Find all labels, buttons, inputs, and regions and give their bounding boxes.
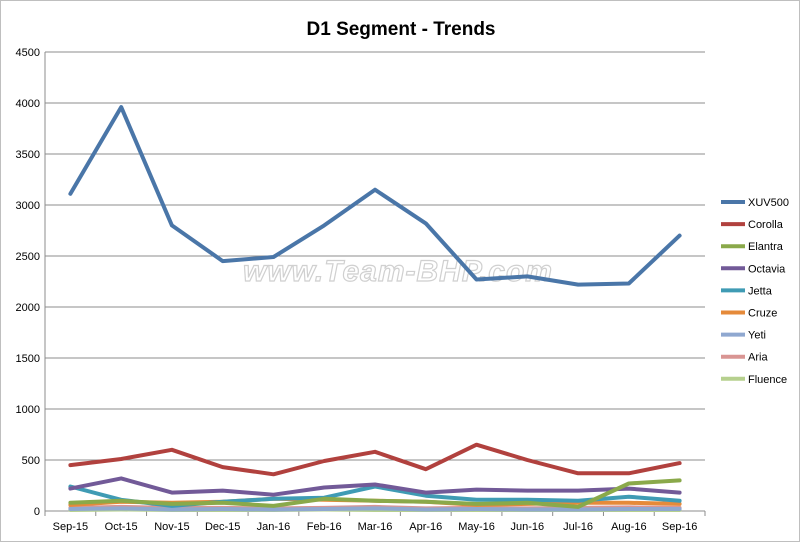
legend-label-elantra: Elantra (748, 241, 784, 253)
legend: XUV500 Corolla Elantra Octavia Jetta Cruze Yet… (721, 197, 789, 386)
y-tick-label-6: 3000 (16, 200, 40, 212)
legend-label-xuv500: XUV500 (748, 197, 789, 209)
x-tick-label-1: Oct-15 (105, 521, 138, 533)
series-line-yeti (68, 506, 682, 512)
y-tick-label-1: 500 (22, 455, 40, 467)
x-tick-label-3: Dec-15 (205, 521, 240, 533)
legend-item-octavia: Octavia (721, 263, 786, 275)
y-tick-label-2: 1000 (16, 404, 40, 416)
legend-label-aria: Aria (748, 352, 768, 364)
x-tick-label-9: Jun-16 (510, 521, 544, 533)
legend-item-yeti: Yeti (721, 330, 766, 342)
gridlines (45, 51, 705, 461)
x-tick-label-5: Feb-16 (307, 521, 342, 533)
y-tick-label-7: 3500 (16, 149, 40, 161)
y-tick-label-8: 4000 (16, 98, 40, 110)
x-tick-label-2: Nov-15 (154, 521, 189, 533)
legend-item-fluence: Fluence (721, 374, 787, 386)
legend-item-xuv500: XUV500 (721, 197, 789, 209)
legend-item-corolla: Corolla (721, 219, 784, 231)
legend-item-cruze: Cruze (721, 308, 777, 320)
x-tick-label-8: May-16 (458, 521, 495, 533)
legend-item-elantra: Elantra (721, 241, 784, 253)
x-tick-label-4: Jan-16 (257, 521, 291, 533)
legend-label-yeti: Yeti (748, 330, 766, 342)
legend-label-fluence: Fluence (748, 374, 787, 386)
x-tick-label-11: Aug-16 (611, 521, 646, 533)
y-tick-label-0: 0 (34, 506, 40, 518)
chart-title: D1 Segment - Trends (307, 19, 496, 40)
x-tick-label-12: Sep-16 (662, 521, 697, 533)
x-tick-label-7: Apr-16 (409, 521, 442, 533)
legend-label-octavia: Octavia (748, 263, 786, 275)
x-tick-label-0: Sep-15 (53, 521, 88, 533)
series-lines (68, 105, 682, 512)
series-line-corolla (68, 442, 682, 477)
series-line-xuv500 (68, 105, 682, 287)
legend-item-jetta: Jetta (721, 285, 773, 297)
y-tick-label-9: 4500 (16, 47, 40, 59)
watermark-text: www.Team-BHP.com (243, 255, 553, 288)
y-tick-label-4: 2000 (16, 302, 40, 314)
x-tick-label-10: Jul-16 (563, 521, 593, 533)
legend-item-aria: Aria (721, 352, 768, 364)
legend-label-corolla: Corolla (748, 219, 784, 231)
series-line-octavia (68, 476, 682, 497)
legend-label-cruze: Cruze (748, 308, 777, 320)
y-tick-label-5: 2500 (16, 251, 40, 263)
legend-label-jetta: Jetta (748, 285, 773, 297)
x-tick-label-6: Mar-16 (358, 521, 393, 533)
y-tick-label-3: 1500 (16, 353, 40, 365)
series-line-elantra (68, 478, 682, 509)
